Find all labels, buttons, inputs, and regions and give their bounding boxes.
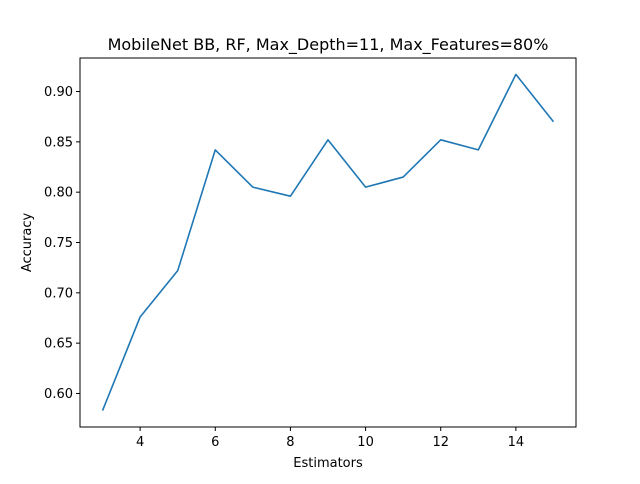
- x-tick-label: 14: [508, 435, 525, 450]
- y-tick-label: 0.90: [44, 85, 73, 100]
- series-line-0: [101, 73, 555, 411]
- x-tick-label: 10: [357, 435, 374, 450]
- x-tick-label: 6: [211, 435, 219, 450]
- y-tick-label: 0.75: [44, 236, 73, 251]
- x-axis: 4 6 8 10 12 14: [136, 427, 524, 450]
- series-layer: [101, 73, 555, 411]
- y-axis-label: Accuracy: [20, 213, 35, 273]
- x-tick-label: 8: [286, 435, 294, 450]
- y-tick-label: 0.80: [44, 186, 73, 201]
- y-tick-label: 0.70: [44, 286, 73, 301]
- plot-background: [80, 58, 576, 427]
- y-tick-label: 0.60: [44, 387, 73, 402]
- y-tick-label: 0.65: [44, 337, 73, 352]
- chart-title: MobileNet BB, RF, Max_Depth=11, Max_Feat…: [108, 35, 549, 55]
- x-tick-label: 12: [432, 435, 449, 450]
- x-tick-label: 4: [136, 435, 144, 450]
- y-axis: 0.60 0.65 0.70 0.75 0.80 0.85 0.90: [44, 85, 80, 402]
- y-tick-label: 0.85: [44, 135, 73, 150]
- x-axis-label: Estimators: [293, 456, 363, 471]
